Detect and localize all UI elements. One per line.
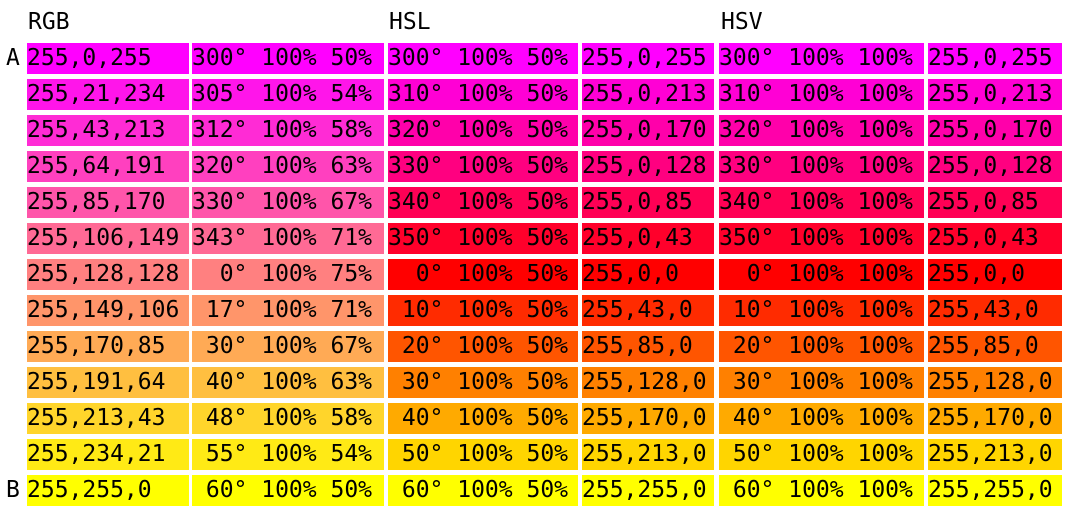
hsl-interp-cell: 310° 100% 50%	[388, 79, 578, 110]
hsl-interp-cell: 320° 100% 50%	[388, 115, 578, 146]
hsl-interp-cell: 350° 100% 50%	[388, 223, 578, 254]
hsl-rgb-cell: 255,0,43	[582, 223, 714, 254]
hsl-from-rgb-cell: 17° 100% 71%	[192, 295, 384, 326]
hsl-interp-cell: 10° 100% 50%	[388, 295, 578, 326]
rgb-value-cell: 255,106,149	[27, 223, 189, 254]
hsv-interp-cell: 330° 100% 100%	[719, 151, 924, 182]
rgb-value-cell: 255,170,85	[27, 331, 189, 362]
hsl-from-rgb-cell: 343° 100% 71%	[192, 223, 384, 254]
hsv-interp-cell: 60° 100% 100%	[719, 475, 924, 506]
hsl-from-rgb-cell: 55° 100% 54%	[192, 439, 384, 470]
hsv-rgb-cell: 255,170,0	[928, 403, 1062, 434]
hsv-rgb-cell: 255,255,0	[928, 475, 1062, 506]
hsv-rgb-cell: 255,0,128	[928, 151, 1062, 182]
rgb-value-cell: 255,213,43	[27, 403, 189, 434]
hsl-rgb-cell: 255,213,0	[582, 439, 714, 470]
hsl-rgb-cell: 255,170,0	[582, 403, 714, 434]
hsv-interp-cell: 20° 100% 100%	[719, 331, 924, 362]
hsl-interp-cell: 0° 100% 50%	[388, 259, 578, 290]
hsv-interp-cell: 340° 100% 100%	[719, 187, 924, 218]
hsl-from-rgb-cell: 312° 100% 58%	[192, 115, 384, 146]
hsv-rgb-cell: 255,0,255	[928, 43, 1062, 74]
hsl-from-rgb-cell: 48° 100% 58%	[192, 403, 384, 434]
rgb-value-cell: 255,255,0	[27, 475, 189, 506]
hsv-rgb-cell: 255,0,170	[928, 115, 1062, 146]
hsl-rgb-cell: 255,0,0	[582, 259, 714, 290]
hsl-from-rgb-cell: 0° 100% 75%	[192, 259, 384, 290]
hsl-interp-cell: 20° 100% 50%	[388, 331, 578, 362]
hsl-interp-cell: 60° 100% 50%	[388, 475, 578, 506]
hsv-interp-cell: 300° 100% 100%	[719, 43, 924, 74]
hsv-header: HSV	[721, 9, 763, 35]
hsv-rgb-cell: 255,85,0	[928, 331, 1062, 362]
hsl-from-rgb-cell: 60° 100% 50%	[192, 475, 384, 506]
hsl-from-rgb-cell: 40° 100% 63%	[192, 367, 384, 398]
hsl-rgb-cell: 255,0,170	[582, 115, 714, 146]
hsv-interp-cell: 320° 100% 100%	[719, 115, 924, 146]
rgb-value-cell: 255,128,128	[27, 259, 189, 290]
start-label: A	[6, 45, 20, 71]
hsl-rgb-cell: 255,85,0	[582, 331, 714, 362]
hsl-from-rgb-cell: 305° 100% 54%	[192, 79, 384, 110]
hsl-from-rgb-cell: 320° 100% 63%	[192, 151, 384, 182]
hsl-header: HSL	[389, 9, 431, 35]
hsl-interp-cell: 340° 100% 50%	[388, 187, 578, 218]
hsv-rgb-cell: 255,0,213	[928, 79, 1062, 110]
rgb-value-cell: 255,0,255	[27, 43, 189, 74]
hsl-rgb-cell: 255,0,255	[582, 43, 714, 74]
rgb-value-cell: 255,149,106	[27, 295, 189, 326]
hsv-rgb-cell: 255,213,0	[928, 439, 1062, 470]
end-label: B	[6, 477, 20, 503]
hsv-interp-cell: 350° 100% 100%	[719, 223, 924, 254]
hsl-rgb-cell: 255,0,128	[582, 151, 714, 182]
hsv-interp-cell: 30° 100% 100%	[719, 367, 924, 398]
rgb-value-cell: 255,43,213	[27, 115, 189, 146]
hsl-from-rgb-cell: 330° 100% 67%	[192, 187, 384, 218]
hsl-interp-cell: 30° 100% 50%	[388, 367, 578, 398]
hsl-rgb-cell: 255,0,213	[582, 79, 714, 110]
hsl-rgb-cell: 255,128,0	[582, 367, 714, 398]
hsv-interp-cell: 0° 100% 100%	[719, 259, 924, 290]
hsl-interp-cell: 300° 100% 50%	[388, 43, 578, 74]
hsv-rgb-cell: 255,128,0	[928, 367, 1062, 398]
hsv-interp-cell: 40° 100% 100%	[719, 403, 924, 434]
hsv-interp-cell: 50° 100% 100%	[719, 439, 924, 470]
hsv-interp-cell: 310° 100% 100%	[719, 79, 924, 110]
hsl-rgb-cell: 255,43,0	[582, 295, 714, 326]
rgb-value-cell: 255,234,21	[27, 439, 189, 470]
rgb-value-cell: 255,85,170	[27, 187, 189, 218]
hsl-interp-cell: 330° 100% 50%	[388, 151, 578, 182]
hsv-rgb-cell: 255,0,43	[928, 223, 1062, 254]
hsv-rgb-cell: 255,43,0	[928, 295, 1062, 326]
hsl-from-rgb-cell: 300° 100% 50%	[192, 43, 384, 74]
hsl-rgb-cell: 255,0,85	[582, 187, 714, 218]
hsl-interp-cell: 50° 100% 50%	[388, 439, 578, 470]
rgb-value-cell: 255,64,191	[27, 151, 189, 182]
hsl-rgb-cell: 255,255,0	[582, 475, 714, 506]
rgb-value-cell: 255,191,64	[27, 367, 189, 398]
hsv-rgb-cell: 255,0,85	[928, 187, 1062, 218]
hsv-rgb-cell: 255,0,0	[928, 259, 1062, 290]
hsv-interp-cell: 10° 100% 100%	[719, 295, 924, 326]
hsl-interp-cell: 40° 100% 50%	[388, 403, 578, 434]
rgb-value-cell: 255,21,234	[27, 79, 189, 110]
rgb-header: RGB	[28, 9, 70, 35]
hsl-from-rgb-cell: 30° 100% 67%	[192, 331, 384, 362]
